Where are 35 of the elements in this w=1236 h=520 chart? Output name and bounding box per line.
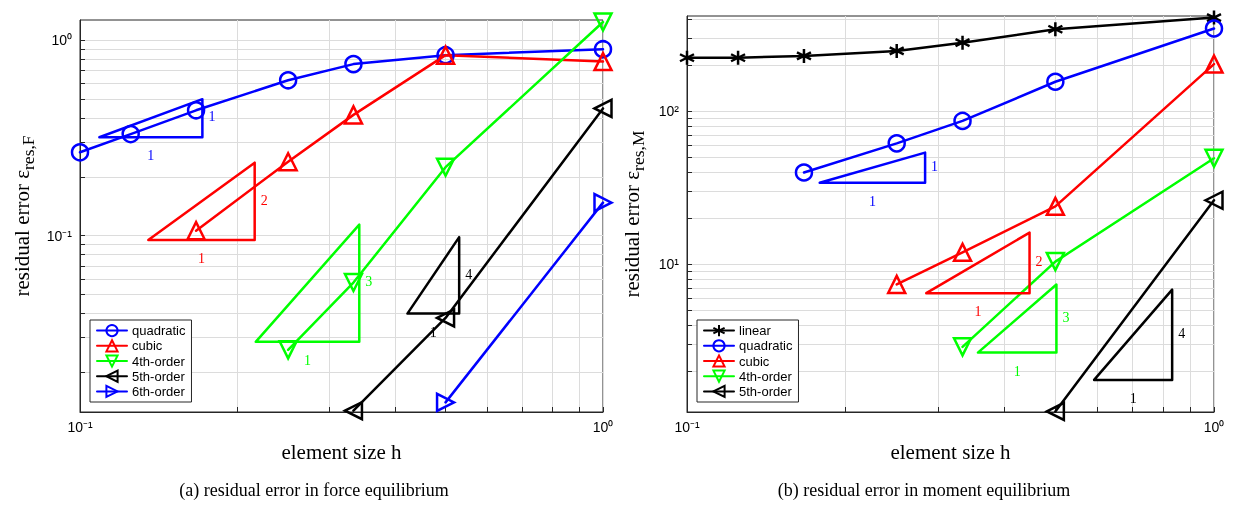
legend-label: 5th-order xyxy=(132,368,186,384)
x-tick-label: 10⁻¹ xyxy=(674,419,700,435)
annotation: 1 xyxy=(208,109,216,125)
x-axis-title: element size h xyxy=(889,440,1012,465)
annotation: 1 xyxy=(868,193,876,209)
legend-label: quadratic xyxy=(132,323,186,339)
legend-label: quadratic xyxy=(739,338,793,354)
legend-label: 6th-order xyxy=(132,383,186,399)
x-axis-title: element size h xyxy=(280,440,403,465)
text: (b) residual error in moment equilibrium xyxy=(776,480,1072,501)
legend-label: linear xyxy=(739,323,772,339)
annotation: 3 xyxy=(365,274,373,290)
annotation: 2 xyxy=(1035,254,1043,270)
legend-label: 4th-order xyxy=(739,368,793,384)
annotation: 4 xyxy=(465,266,473,282)
legend-label: 5th-order xyxy=(739,383,793,399)
annotation: 2 xyxy=(260,192,268,208)
annotation: 1 xyxy=(304,353,312,369)
annotation: 1 xyxy=(147,148,155,164)
annotation: 1 xyxy=(931,158,939,174)
annotation: 3 xyxy=(1062,309,1070,325)
annotation: 1 xyxy=(1013,363,1021,379)
y-tick-label: 10² xyxy=(658,103,680,120)
x-tick-label: 10⁰ xyxy=(592,419,614,435)
x-tick-label: 10⁻¹ xyxy=(67,419,93,435)
legend-label: 4th-order xyxy=(132,353,186,369)
annotation: 1 xyxy=(197,251,205,267)
legend-label: cubic xyxy=(739,353,770,369)
annotation: 4 xyxy=(1178,326,1186,341)
annotation: 1 xyxy=(1129,391,1137,407)
legend-label: cubic xyxy=(132,338,163,354)
y-tick-label: 10¹ xyxy=(658,256,680,273)
x-tick-label: 10⁰ xyxy=(1203,419,1225,435)
annotation: 1 xyxy=(974,304,982,320)
text: (a) residual error in force equilibrium xyxy=(178,480,450,501)
